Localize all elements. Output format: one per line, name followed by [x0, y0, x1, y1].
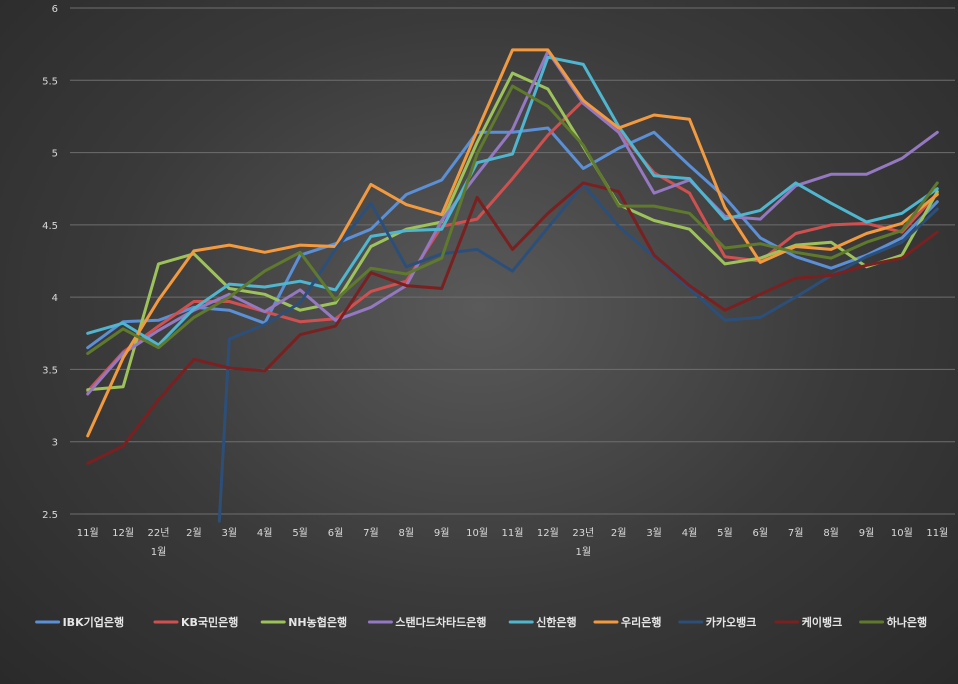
- x-tick-label: 10월: [466, 527, 488, 539]
- legend-label: 스탠다드차타드은행: [395, 615, 486, 629]
- legend-label: 신한은행: [536, 615, 576, 629]
- y-axis-ticks: 2.5 3 3.5 4 4.5 5 5.5 6: [42, 4, 58, 521]
- legend-label: NH농협은행: [288, 615, 347, 629]
- x-tick-label: 23년: [572, 527, 594, 539]
- series-line-8: [86, 84, 939, 355]
- x-tick-label: 2월: [186, 527, 202, 539]
- x-tick-label: 6월: [328, 527, 344, 539]
- x-tick-label: 11월: [502, 527, 524, 539]
- x-tick-label: 5월: [292, 527, 308, 539]
- x-tick-label: 4월: [682, 527, 698, 539]
- x-tick-label: 3월: [646, 527, 662, 539]
- x-tick-label: 8월: [399, 527, 415, 539]
- series-line-5: [86, 48, 939, 438]
- x-tick-label: 12월: [537, 527, 559, 539]
- y-tick-label: 2.5: [42, 510, 58, 521]
- series-line-3: [86, 49, 939, 396]
- x-tick-label: 9월: [859, 527, 875, 539]
- series-line-1: [86, 99, 939, 393]
- x-tick-label: 9월: [434, 527, 450, 539]
- y-tick-label: 5: [52, 149, 58, 160]
- x-tick-label: 7월: [363, 527, 379, 539]
- series-line-6: [217, 182, 939, 523]
- x-tick-label: 7월: [788, 527, 804, 539]
- legend-label: 하나은행: [887, 615, 927, 629]
- y-tick-label: 5.5: [42, 76, 58, 87]
- x-tick-label: 12월: [112, 527, 134, 539]
- x-tick-label: 11월: [926, 527, 948, 539]
- x-tick-label: 5월: [717, 527, 733, 539]
- x-tick-label: 6월: [753, 527, 769, 539]
- x-axis-ticks: 11월 12월 22년 1월 2월 3월 4월 5월 6월 7월 8월 9월 10월 11월 12월 23년 1…: [77, 527, 949, 558]
- x-tick-label: 3월: [222, 527, 238, 539]
- y-tick-label: 4.5: [42, 221, 58, 232]
- x-tick-label: 22년: [148, 527, 170, 539]
- x-tick-label: 4월: [257, 527, 273, 539]
- legend-label: 우리은행: [621, 615, 661, 629]
- y-tick-label: 3.5: [42, 365, 58, 376]
- legend-label: IBK기업은행: [63, 615, 124, 629]
- x-tick-label: 10월: [891, 527, 913, 539]
- x-tick-label: 1월: [151, 546, 167, 558]
- series-line-0: [86, 126, 939, 350]
- series-lines: [86, 48, 939, 523]
- legend-label: KB국민은행: [181, 615, 238, 629]
- y-tick-label: 3: [52, 438, 58, 449]
- x-tick-label: 2월: [611, 527, 627, 539]
- x-tick-label: 1월: [576, 546, 592, 558]
- y-tick-label: 4: [52, 293, 58, 304]
- y-tick-label: 6: [52, 4, 58, 15]
- legend-label: 케이뱅크: [802, 615, 842, 629]
- series-line-4: [86, 55, 939, 347]
- legend-label: 카카오뱅크: [706, 615, 757, 629]
- x-tick-label: 8월: [823, 527, 839, 539]
- legend: IBK기업은행 KB국민은행 NH농협은행 스탠다드차타드은행 신한은행 우리은행 카카오뱅…: [35, 615, 927, 629]
- x-tick-label: 11월: [77, 527, 99, 539]
- series-line-7: [86, 181, 939, 465]
